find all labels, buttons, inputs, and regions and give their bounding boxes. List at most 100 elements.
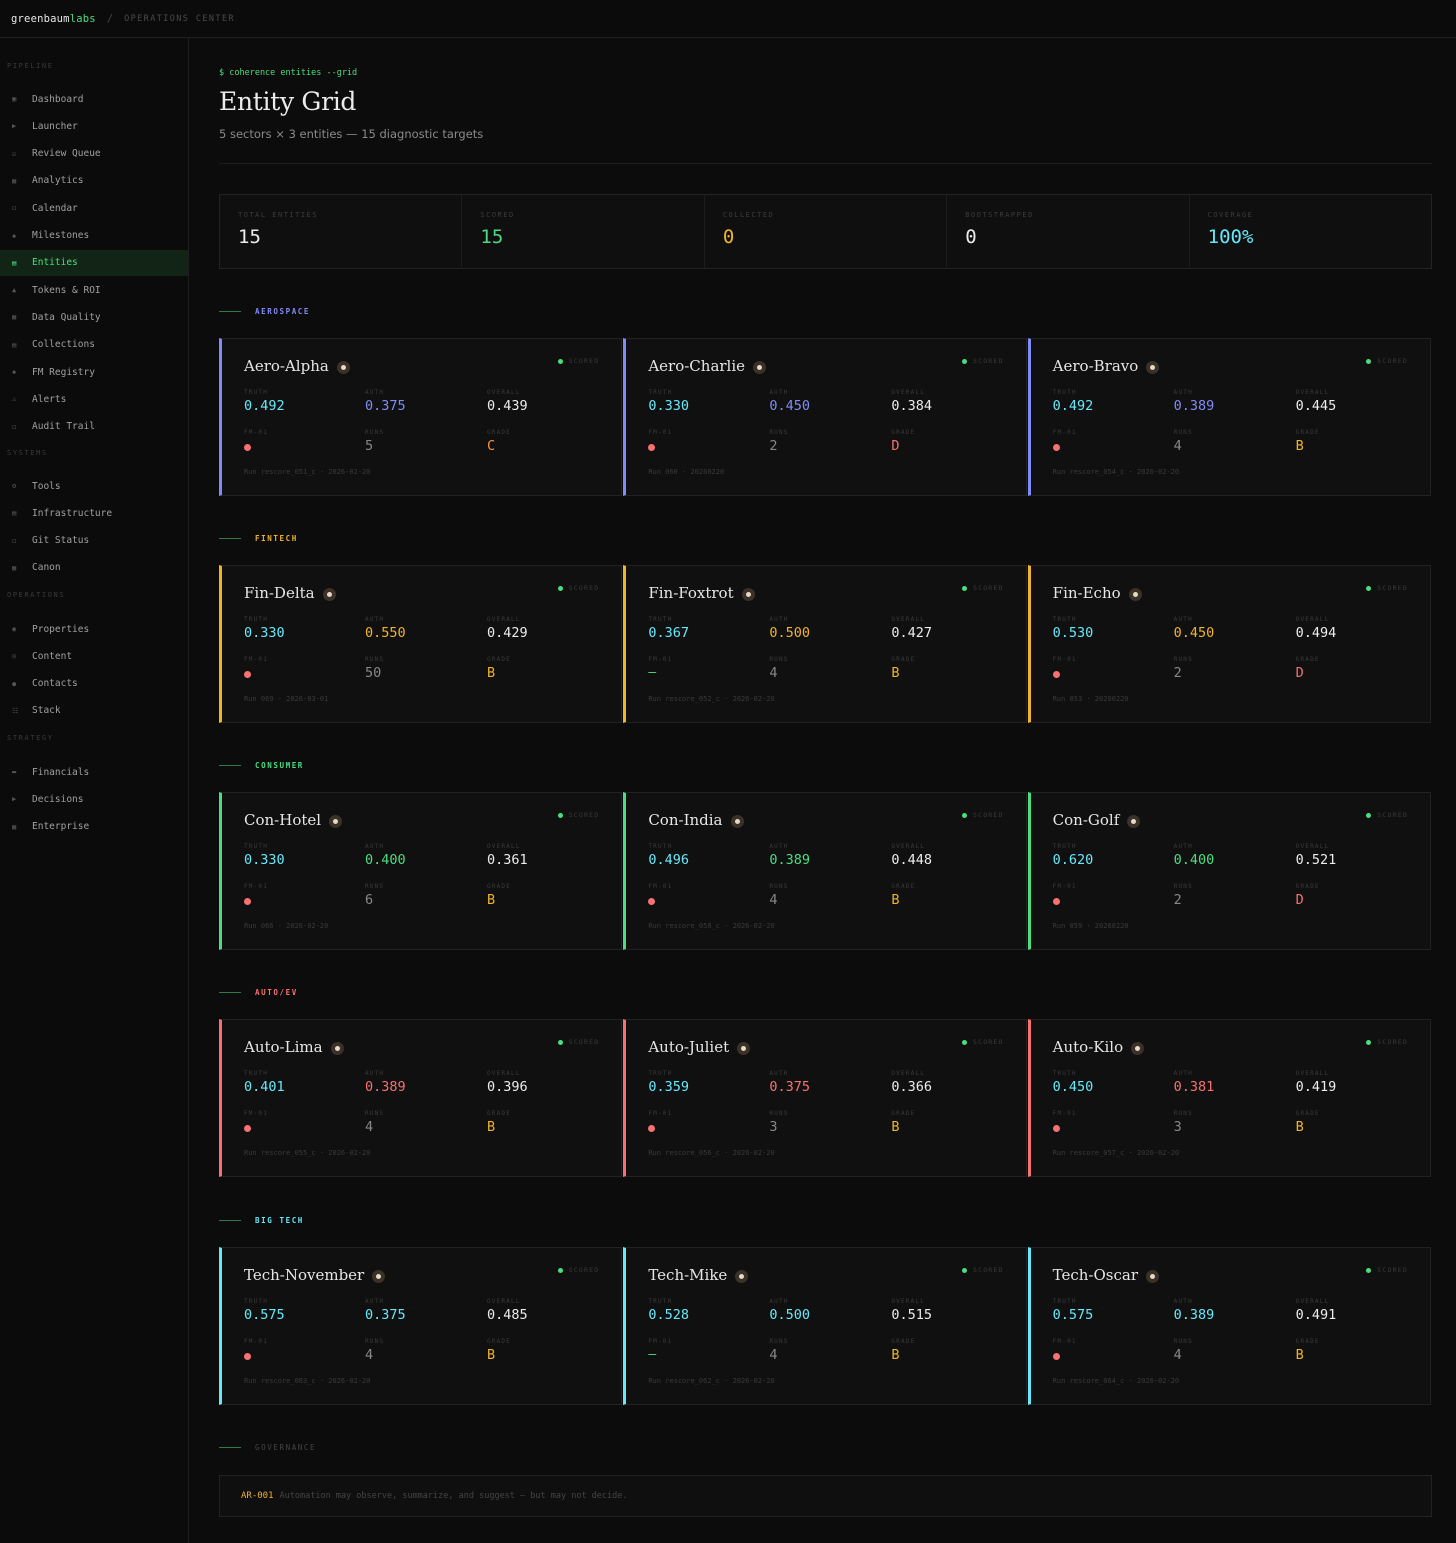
eye-icon[interactable] [741,587,755,601]
auth-metric: AUTH 0.389 [1174,389,1215,414]
status-text: SCORED [568,811,600,819]
runs-value: 50 [365,665,382,681]
eye-icon[interactable] [1131,1041,1145,1055]
entity-card[interactable]: Aero-Bravo SCORED TRUTH 0.492 AUTH 0.389 OVERA… [1027,338,1431,496]
sidebar-item-git-status[interactable]: ◻ Git Status [0,528,188,554]
sidebar-item-label: Review Queue [32,148,101,160]
auth-metric: AUTH 0.400 [1174,843,1215,868]
sidebar-item-enterprise[interactable]: ▦ Enterprise [0,814,188,840]
grade-value: D [891,438,900,454]
sidebar-item-content[interactable]: ◎ Content [0,643,188,669]
page-subtitle: 5 sectors × 3 entities — 15 diagnostic t… [219,127,484,141]
entity-card[interactable]: Auto-Kilo SCORED TRUTH 0.450 AUTH 0.381 OVERAL… [1027,1019,1431,1177]
entity-card[interactable]: Aero-Charlie SCORED TRUTH 0.330 AUTH 0.450 OVE… [623,338,1027,496]
eye-icon[interactable] [1146,1269,1160,1283]
sidebar-item-entities[interactable]: ▤ Entities [0,249,188,276]
eye-icon[interactable] [1127,814,1141,828]
fm-status-dot-icon [244,444,251,451]
status-badge: SCORED [1366,584,1408,592]
eye-icon[interactable] [730,814,744,828]
sidebar-item-tools[interactable]: ⚙ Tools [0,473,188,499]
entity-card[interactable]: Fin-Delta SCORED TRUTH 0.330 AUTH 0.550 OVERAL… [219,565,623,723]
sidebar-item-collections[interactable]: ▤ Collections [0,332,188,358]
runs-metric: RUNS 2 [1174,656,1193,681]
entity-card[interactable]: Auto-Juliet SCORED TRUTH 0.359 AUTH 0.375 OVER… [623,1019,1027,1177]
run-footer: Run rescore_058_c · 2026-02-20 [648,922,775,930]
sidebar-item-data-quality[interactable]: ▦ Data Quality [0,304,188,330]
fm-metric: FM-01 [1052,1338,1077,1360]
sidebar-item-stack[interactable]: ☷ Stack [0,698,188,724]
brand-logo[interactable]: greenbaumlabs [11,12,96,25]
grade-metric: GRADE B [891,1338,915,1363]
entity-card[interactable]: Tech-Oscar SCORED TRUTH 0.575 AUTH 0.389 OVERA… [1027,1247,1431,1405]
sidebar-item-properties[interactable]: ◉ Properties [0,616,188,642]
fm-status-dot-icon [648,444,656,451]
grade-metric-label: GRADE [891,1338,916,1345]
entity-card[interactable]: Tech-November SCORED TRUTH 0.575 AUTH 0.375 OV… [219,1247,623,1405]
entity-name-text: Aero-Charlie [648,357,746,375]
eye-icon[interactable] [329,814,343,828]
entity-name: Con-Golf [1053,811,1141,829]
eye-icon[interactable] [753,360,767,374]
fm-status-dot-icon [1052,898,1060,905]
eye-icon[interactable] [735,1269,749,1283]
sidebar-item-analytics[interactable]: ▦ Analytics [0,168,188,194]
eye-icon[interactable] [372,1269,386,1283]
runs-value: 3 [769,1119,778,1135]
top-bar: greenbaumlabs / OPERATIONS CENTER [0,0,1456,38]
sidebar-item-tokens-roi[interactable]: ▲ Tokens & ROI [0,277,188,303]
sidebar-item-financials[interactable]: ▬ Financials [0,759,188,785]
sidebar-item-fm-registry[interactable]: ◆ FM Registry [0,359,188,385]
runs-value: 4 [769,892,778,908]
sidebar-item-contacts[interactable]: ● Contacts [0,671,188,697]
sidebar-item-alerts[interactable]: ⚠ Alerts [0,386,188,412]
runs-metric: RUNS 3 [769,1110,788,1135]
entity-card[interactable]: Con-Golf SCORED TRUTH 0.620 AUTH 0.400 OVERALL… [1027,792,1431,950]
sidebar-item-review-queue[interactable]: ☑ Review Queue [0,141,188,167]
grade-value: B [891,1119,900,1135]
sidebar-item-decisions[interactable]: ▶ Decisions [0,786,188,812]
fm-metric: FM-01 [648,429,672,451]
stat-collected: COLLECTED 0 [705,195,948,268]
status-badge: SCORED [557,811,600,819]
sidebar-item-milestones[interactable]: ◆ Milestones [0,223,188,249]
sidebar-item-infrastructure[interactable]: ▤ Infrastructure [0,500,188,526]
overall-metric: OVERALL 0.439 [487,389,528,414]
auth-metric-label: AUTH [769,616,789,623]
entity-card[interactable]: Tech-Mike SCORED TRUTH 0.528 AUTH 0.500 OVERAL… [623,1247,1027,1405]
grade-value: D [1295,665,1304,681]
eye-icon[interactable] [336,360,350,374]
runs-metric-label: RUNS [365,1110,385,1117]
sidebar-item-canon[interactable]: ▦ Canon [0,555,188,581]
eye-icon[interactable] [322,587,336,601]
auth-value: 0.450 [769,398,810,414]
sidebar-item-audit-trail[interactable]: ◻ Audit Trail [0,414,188,440]
status-dot-icon [1366,812,1372,818]
entity-card[interactable]: Aero-Alpha SCORED TRUTH 0.492 AUTH 0.375 OVERA… [219,338,623,496]
entity-card[interactable]: Fin-Echo SCORED TRUTH 0.530 AUTH 0.450 OVERALL… [1027,565,1431,723]
fm-metric: FM-01 [1052,1110,1077,1132]
runs-metric-label: RUNS [769,656,789,663]
status-badge: SCORED [557,357,600,365]
entity-name-text: Con-India [648,811,723,829]
runs-value: 2 [1173,665,1182,681]
fm-metric: FM-01 [648,1110,672,1132]
sidebar-item-calendar[interactable]: ◻ Calendar [0,195,188,221]
auth-metric: AUTH 0.389 [365,1070,406,1095]
sidebar-item-launcher[interactable]: ▶ Launcher [0,113,188,139]
entity-card[interactable]: Con-Hotel SCORED TRUTH 0.330 AUTH 0.400 OVERAL… [219,792,623,950]
sidebar-item-dashboard[interactable]: ▣ Dashboard [0,86,188,112]
entity-card[interactable]: Auto-Lima SCORED TRUTH 0.401 AUTH 0.389 OVERAL… [219,1019,623,1177]
fm-metric-label: FM-01 [1052,656,1077,663]
status-dot-icon [557,1267,563,1273]
eye-icon[interactable] [1128,587,1142,601]
runs-metric: RUNS 3 [1174,1110,1193,1135]
eye-icon[interactable] [330,1041,344,1055]
grade-metric-label: GRADE [1295,656,1320,663]
eye-icon[interactable] [737,1041,751,1055]
sidebar-item-icon: ◉ [12,625,17,633]
entity-card[interactable]: Fin-Foxtrot SCORED TRUTH 0.367 AUTH 0.500 OVER… [623,565,1027,723]
entity-card[interactable]: Con-India SCORED TRUTH 0.496 AUTH 0.389 OVERAL… [623,792,1027,950]
status-dot-icon [1366,1267,1372,1273]
eye-icon[interactable] [1146,360,1160,374]
